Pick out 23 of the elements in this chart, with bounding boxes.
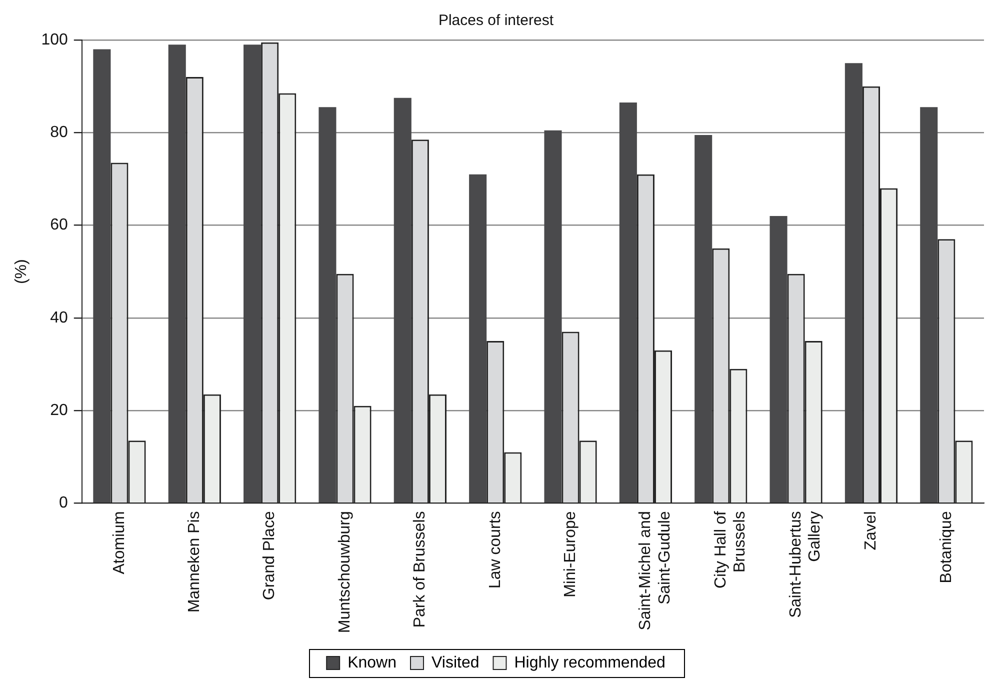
legend-label: Visited (432, 654, 480, 672)
x-tick-label: Saint-Hubertus Gallery (787, 511, 824, 618)
x-tick-label: Law courts (486, 511, 504, 589)
x-tick-label: Grand Place (261, 511, 278, 600)
y-tick-label: 0 (58, 494, 68, 512)
x-tick-label: City Hall of Brussels (712, 510, 748, 589)
x-tick-label: Saint-Michel and Saint-Gudule (637, 511, 674, 630)
y-axis-title: (%) (13, 259, 30, 284)
x-tick-label: Park of Brussels (412, 511, 429, 628)
chart-title: Places of interest (438, 12, 554, 30)
y-tick-label: 80 (50, 124, 68, 142)
legend-label: Highly recommended (514, 654, 666, 672)
x-tick-label: Muntschouwburg (336, 511, 354, 633)
legend-label: Known (348, 654, 397, 672)
y-tick-label: 20 (50, 402, 68, 419)
x-tick-label: Zavel (862, 511, 880, 550)
x-tick-label: Atomium (110, 511, 128, 574)
y-tick-label: 60 (50, 216, 68, 234)
y-tick-label: 100 (41, 31, 68, 48)
x-tick-label: Mini-Europe (562, 511, 579, 598)
x-tick-label: Botanique (938, 511, 955, 584)
y-tick-label: 40 (50, 309, 68, 326)
x-tick-label: Manneken Pis (186, 511, 204, 613)
